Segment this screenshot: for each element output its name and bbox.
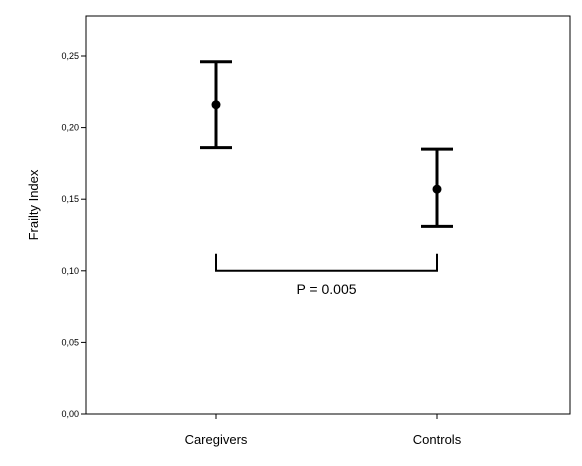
significance-bracket: P = 0.005 bbox=[215, 253, 438, 297]
plot-frame bbox=[85, 15, 571, 415]
y-axis-ticks: 0,00 0,05 0,10 0,15 0,20 0,25 bbox=[61, 51, 86, 419]
x-axis-ticks: Caregivers Controls bbox=[185, 414, 462, 447]
x-tick-label: Controls bbox=[413, 432, 462, 447]
y-tick-label: 0,00 bbox=[61, 409, 79, 419]
x-tick-label: Caregivers bbox=[185, 432, 248, 447]
y-tick-label: 0,15 bbox=[61, 194, 79, 204]
mean-point bbox=[211, 100, 221, 110]
y-tick-label: 0,20 bbox=[61, 123, 79, 133]
y-tick-label: 0,10 bbox=[61, 266, 79, 276]
p-value-label: P = 0.005 bbox=[296, 281, 356, 297]
bracket-line bbox=[215, 253, 438, 272]
y-tick-label: 0,05 bbox=[61, 337, 79, 347]
y-tick-label: 0,25 bbox=[61, 51, 79, 61]
error-bars bbox=[200, 60, 453, 228]
mean-point bbox=[432, 184, 442, 194]
y-axis-title: Frailty Index bbox=[26, 169, 41, 240]
